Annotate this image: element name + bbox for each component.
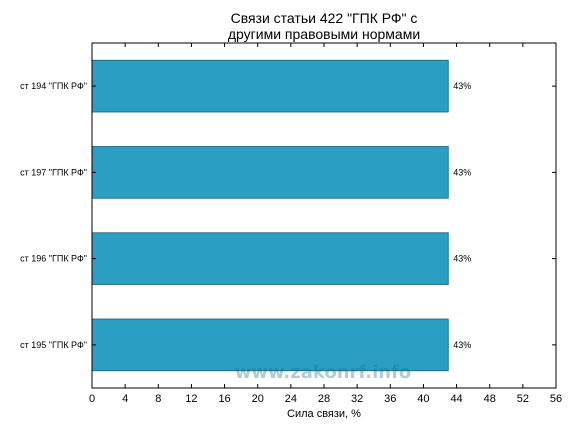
x-tick-label: 4 xyxy=(122,393,128,405)
chart-title-line-2: другими правовыми нормами xyxy=(227,26,421,42)
data-label: 43% xyxy=(453,254,471,264)
category-labels: ст 194 "ГПК РФ" ст 197 "ГПК РФ" ст 196 "ГП… xyxy=(20,81,556,350)
x-tick-label: 36 xyxy=(384,393,396,405)
x-tick-label: 52 xyxy=(517,393,529,405)
category-label: ст 197 "ГПК РФ" xyxy=(20,167,87,177)
x-tick-label: 48 xyxy=(484,393,496,405)
x-tick-label: 56 xyxy=(550,393,562,405)
x-tick-label: 40 xyxy=(417,393,429,405)
x-axis-label: Сила связи, % xyxy=(287,408,361,420)
data-label: 43% xyxy=(453,340,471,350)
category-label: ст 194 "ГПК РФ" xyxy=(20,81,87,91)
x-axis-ticks: 0 4 8 12 16 20 24 28 32 36 40 44 48 52 56 xyxy=(89,43,562,405)
bar xyxy=(91,232,449,285)
chart-title: Связи статьи 422 "ГПК РФ" с другими прав… xyxy=(92,10,556,42)
bars-group xyxy=(91,59,449,372)
category-label: ст 196 "ГПК РФ" xyxy=(20,254,87,264)
category-label: ст 195 "ГПК РФ" xyxy=(20,340,87,350)
x-tick-label: 20 xyxy=(252,393,264,405)
bar xyxy=(91,146,449,199)
chart-title-line-1: Связи статьи 422 "ГПК РФ" с xyxy=(230,10,418,26)
x-tick-label: 28 xyxy=(318,393,330,405)
x-tick-label: 12 xyxy=(185,393,197,405)
bar xyxy=(91,318,449,372)
x-tick-label: 32 xyxy=(351,393,363,405)
x-tick-label: 44 xyxy=(450,393,462,405)
x-tick-label: 24 xyxy=(285,393,297,405)
data-labels: 43% 43% 43% 43% xyxy=(453,81,471,350)
x-tick-label: 8 xyxy=(155,393,161,405)
data-label: 43% xyxy=(453,167,471,177)
watermark: www.zakonrf.info xyxy=(235,362,412,383)
x-tick-label: 0 xyxy=(89,393,95,405)
x-tick-label: 16 xyxy=(218,393,230,405)
data-label: 43% xyxy=(453,81,471,91)
bar xyxy=(91,59,449,113)
plot-frame xyxy=(91,42,557,389)
